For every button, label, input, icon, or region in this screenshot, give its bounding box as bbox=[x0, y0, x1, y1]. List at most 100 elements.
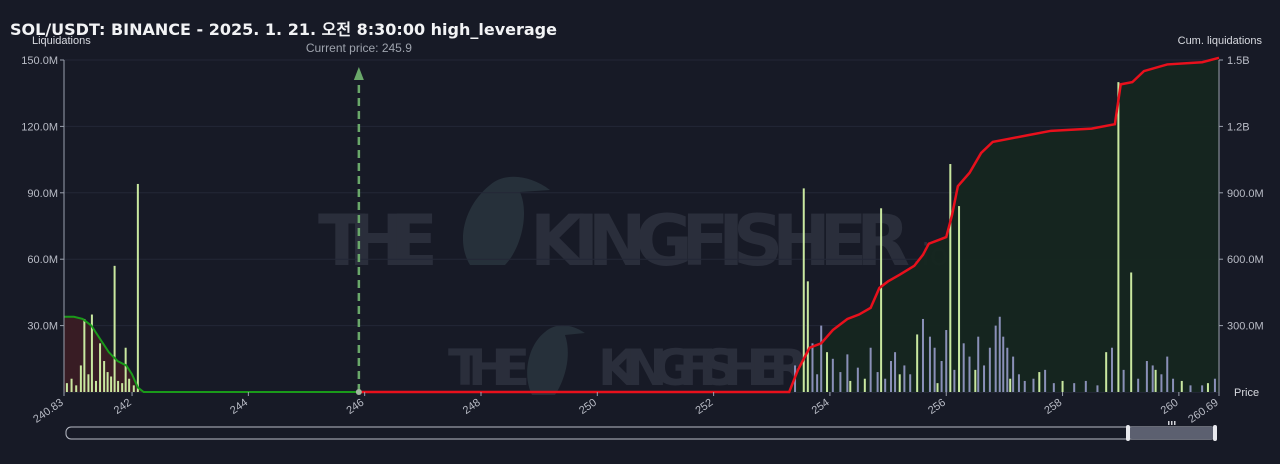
long-liquidation-bar bbox=[99, 343, 102, 392]
long-liquidation-bar bbox=[79, 365, 82, 392]
short-liquidation-bar bbox=[962, 343, 965, 392]
short-liquidation-bar bbox=[998, 316, 1001, 392]
long-liquidation-bar bbox=[113, 265, 116, 392]
y2-axis-title: Cum. liquidations bbox=[1178, 35, 1263, 47]
current-price-dot bbox=[355, 389, 362, 395]
short-liquidation-bar bbox=[1044, 369, 1047, 392]
short-liquidation-bar bbox=[1032, 378, 1035, 392]
short-liquidation-bar bbox=[1073, 383, 1076, 392]
long-liquidation-bar bbox=[70, 378, 73, 392]
short-liquidation-bar bbox=[968, 356, 971, 392]
y2-tick-label: 600.0M bbox=[1227, 254, 1264, 266]
short-liquidation-bar bbox=[894, 352, 897, 392]
short-liquidation-bar bbox=[921, 318, 924, 392]
short-liquidation-bar bbox=[1201, 385, 1204, 392]
x-tick-label: 260.69 bbox=[1186, 397, 1220, 426]
short-liquidation-bar bbox=[945, 330, 948, 392]
short-liquidation-bar bbox=[1023, 380, 1026, 392]
long-liquidation-bar bbox=[83, 318, 86, 392]
short-liquidation-bar-light bbox=[1105, 352, 1108, 392]
long-cum-area bbox=[64, 316, 359, 392]
short-liquidation-bar bbox=[940, 361, 943, 392]
short-liquidation-bar bbox=[1145, 361, 1148, 392]
short-liquidation-bar-light bbox=[1038, 372, 1041, 392]
short-liquidation-bar bbox=[846, 354, 849, 392]
x-tick-label: 250 bbox=[577, 397, 599, 417]
long-liquidation-bar bbox=[132, 385, 135, 392]
short-liquidation-bar-light bbox=[1154, 369, 1157, 392]
x-tick-label: 242 bbox=[112, 397, 134, 417]
short-liquidation-bar bbox=[869, 347, 872, 392]
short-liquidation-bar bbox=[983, 365, 986, 392]
y-tick-label: 90.0M bbox=[27, 188, 58, 200]
long-liquidation-bar bbox=[106, 372, 109, 392]
range-scrollbar[interactable] bbox=[65, 421, 1217, 441]
long-liquidation-bar bbox=[110, 376, 113, 392]
short-liquidation-bar bbox=[816, 374, 819, 392]
short-liquidation-bar bbox=[889, 361, 892, 392]
y2-tick-label: 900.0M bbox=[1227, 188, 1264, 200]
short-liquidation-bar bbox=[933, 347, 936, 392]
short-cum-area bbox=[358, 57, 1219, 392]
short-liquidation-bar bbox=[1151, 365, 1154, 392]
cum-lines bbox=[64, 56, 1220, 394]
x-tick-label: 254 bbox=[810, 397, 832, 417]
liquidation-bars bbox=[65, 82, 1216, 392]
long-liquidation-bar bbox=[103, 361, 106, 392]
y-tick-label: 120.0M bbox=[21, 121, 58, 133]
x-axis-title: Price bbox=[1234, 387, 1259, 399]
y2-tick-label: 1.2B bbox=[1227, 121, 1250, 133]
cum-areas bbox=[64, 57, 1219, 392]
x-tick-label: 260 bbox=[1159, 397, 1181, 417]
short-liquidation-bar bbox=[1137, 378, 1140, 392]
short-liquidation-bar-light bbox=[898, 374, 901, 392]
x-tick-label: 248 bbox=[461, 397, 483, 417]
short-liquidation-bar-light bbox=[806, 281, 809, 392]
short-liquidation-bar bbox=[953, 369, 956, 392]
short-liquidation-bar-light bbox=[916, 334, 919, 392]
current-price-label: Current price: 245.9 bbox=[306, 41, 412, 55]
x-tick-label: 244 bbox=[228, 397, 250, 417]
watermark-bird-icon bbox=[527, 325, 585, 395]
short-liquidation-bar-light bbox=[802, 188, 805, 392]
y-tick-label: 150.0M bbox=[21, 55, 58, 67]
short-liquidation-bar-light bbox=[880, 208, 883, 392]
scrollbar-track[interactable] bbox=[65, 426, 1217, 440]
watermark-text: THE bbox=[448, 339, 530, 397]
y-tick-label: 60.0M bbox=[27, 254, 58, 266]
cum-short-line bbox=[358, 56, 1220, 394]
short-liquidation-bar-light bbox=[849, 380, 852, 392]
long-liquidation-bar bbox=[90, 314, 93, 392]
watermark-text: KINGFISHER bbox=[530, 200, 910, 282]
short-liquidation-bar-light bbox=[1061, 380, 1064, 392]
short-liquidation-bar bbox=[1002, 336, 1005, 392]
grip-icon bbox=[1171, 421, 1173, 425]
short-liquidation-bar bbox=[1189, 385, 1192, 392]
short-liquidation-bar bbox=[884, 378, 887, 392]
short-liquidation-bar bbox=[1122, 369, 1125, 392]
long-liquidation-bar bbox=[121, 383, 124, 392]
short-liquidation-bar-light bbox=[974, 369, 977, 392]
current-price-marker: Current price: 245.9 bbox=[306, 41, 412, 395]
short-liquidation-bar bbox=[1006, 347, 1009, 392]
short-liquidation-bar bbox=[811, 343, 814, 392]
scrollbar-handle-right[interactable] bbox=[1213, 425, 1217, 441]
short-liquidation-bar bbox=[909, 374, 912, 392]
short-liquidation-bar bbox=[839, 372, 842, 392]
short-liquidation-bar bbox=[820, 325, 823, 392]
short-liquidation-bar-light bbox=[1180, 380, 1183, 392]
x-tick-label: 256 bbox=[926, 397, 948, 417]
scrollbar-handle-left[interactable] bbox=[1126, 425, 1130, 441]
y2-tick-label: 300.0M bbox=[1227, 321, 1264, 333]
long-liquidation-bar bbox=[128, 378, 131, 392]
short-liquidation-bar bbox=[1213, 378, 1216, 392]
scrollbar-thumb[interactable] bbox=[1128, 427, 1216, 439]
y-tick-label: 30.0M bbox=[27, 321, 58, 333]
short-liquidation-bar bbox=[1172, 378, 1175, 392]
short-liquidation-bar bbox=[1166, 356, 1169, 392]
short-liquidation-bar bbox=[1017, 374, 1020, 392]
short-liquidation-bar-light bbox=[949, 164, 952, 392]
short-liquidation-bar bbox=[1012, 356, 1015, 392]
short-liquidation-bar bbox=[1084, 380, 1087, 392]
